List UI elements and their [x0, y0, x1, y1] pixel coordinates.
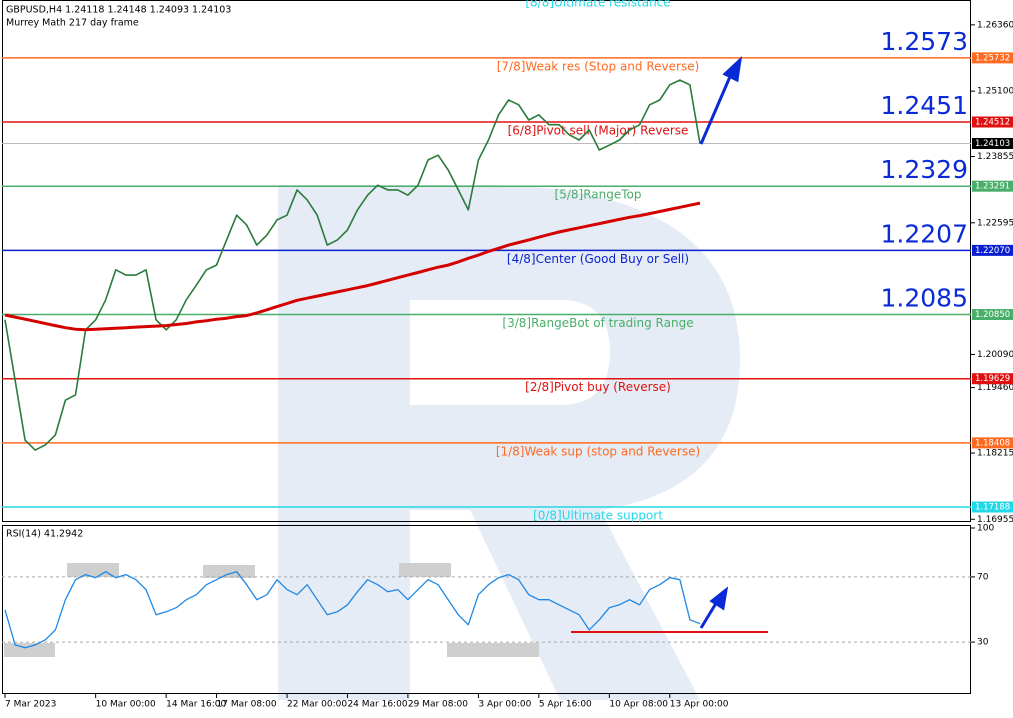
price-box — [972, 138, 1013, 150]
price-box — [972, 180, 1013, 192]
price-box-label: 1.18408 — [975, 438, 1010, 448]
big-level-label: 1.2207 — [881, 219, 968, 248]
y-tick-label: 1.22595 — [977, 218, 1013, 228]
price-box-label: 1.17188 — [975, 503, 1010, 513]
arrow-line — [699, 71, 734, 145]
price-box — [972, 373, 1013, 385]
chart-title: GBPUSD,H4 1.24118 1.24148 1.24093 1.2410… — [6, 5, 231, 16]
y-tick-label: 30 — [977, 638, 989, 648]
big-level-label: 1.2085 — [881, 284, 968, 313]
x-tick-label: 22 Mar 00:00 — [287, 700, 347, 710]
price-frame — [2, 0, 971, 522]
price-box — [972, 244, 1013, 256]
price-box — [972, 116, 1013, 128]
price-box-label: 1.24512 — [975, 118, 1010, 128]
level-name: [5/8]RangeTop — [555, 188, 642, 202]
level-name: [1/8]Weak sup (stop and Reverse) — [496, 444, 700, 458]
price-box-label: 1.24103 — [975, 139, 1010, 149]
level-name: [2/8]Pivot buy (Reverse) — [525, 380, 671, 394]
rsi-frame — [2, 525, 971, 694]
x-tick-label: 5 Apr 16:00 — [539, 700, 592, 710]
big-level-label: 1.2451 — [881, 91, 968, 120]
price-box — [972, 501, 1013, 513]
level-name: [4/8]Center (Good Buy or Sell) — [507, 252, 689, 266]
x-tick-label: 13 Apr 00:00 — [670, 700, 729, 710]
y-tick-label: 1.16955 — [977, 515, 1013, 525]
y-tick-label: 1.19460 — [977, 383, 1013, 393]
series-line — [4, 201, 701, 332]
series-line — [4, 79, 701, 451]
x-tick-label: 14 Mar 16:00 — [166, 700, 226, 710]
level-name: [8/8]Ultimate resistance — [525, 0, 670, 10]
y-tick-label: 100 — [977, 524, 994, 534]
y-tick-label: 1.23855 — [977, 152, 1013, 162]
zone — [203, 565, 255, 578]
price-box-label: 1.23291 — [975, 182, 1010, 192]
zone — [4, 643, 55, 657]
y-tick-label: 1.25100 — [977, 87, 1013, 97]
y-tick-label: 1.20090 — [977, 350, 1013, 360]
y-tick-label: 1.18215 — [977, 449, 1013, 459]
x-tick-label: 10 Mar 00:00 — [96, 700, 156, 710]
zone — [447, 643, 539, 657]
x-tick-label: 7 Mar 2023 — [5, 700, 56, 710]
y-tick-label: 70 — [977, 572, 989, 582]
zone — [399, 563, 451, 577]
level-name: [0/8]Ultimate support — [533, 509, 663, 523]
rsi-title: RSI(14) 41.2942 — [6, 529, 83, 540]
price-box-label: 1.25732 — [975, 53, 1010, 63]
x-tick-label: 17 Mar 08:00 — [217, 700, 277, 710]
x-tick-label: 10 Apr 08:00 — [609, 700, 668, 710]
chart-subtitle: Murrey Math 217 day frame — [6, 18, 139, 29]
price-box — [972, 309, 1013, 321]
zone — [67, 563, 119, 577]
x-tick-label: 24 Mar 16:00 — [347, 700, 407, 710]
series-line — [4, 571, 701, 649]
rsi-zones — [4, 563, 539, 657]
level-name: [3/8]RangeBot of trading Range — [502, 316, 693, 330]
price-box — [972, 437, 1013, 449]
x-tick-label: 29 Mar 08:00 — [408, 700, 468, 710]
price-box-label: 1.22070 — [975, 246, 1010, 256]
level-name: [6/8]Pivot sell (Major) Reverse — [508, 124, 689, 138]
annotations — [571, 55, 768, 633]
price-box — [972, 52, 1013, 64]
level-name: [7/8]Weak res (Stop and Reverse) — [497, 59, 700, 73]
big-level-label: 1.2573 — [881, 27, 968, 56]
arrow-head — [722, 55, 743, 83]
price-box-label: 1.20850 — [975, 310, 1010, 320]
big-level-label: 1.2329 — [881, 155, 968, 184]
arrow-head — [709, 586, 729, 611]
x-tick-label: 3 Apr 00:00 — [478, 700, 531, 710]
price-box-label: 1.19629 — [975, 374, 1010, 384]
y-tick-label: 1.26360 — [977, 20, 1013, 30]
